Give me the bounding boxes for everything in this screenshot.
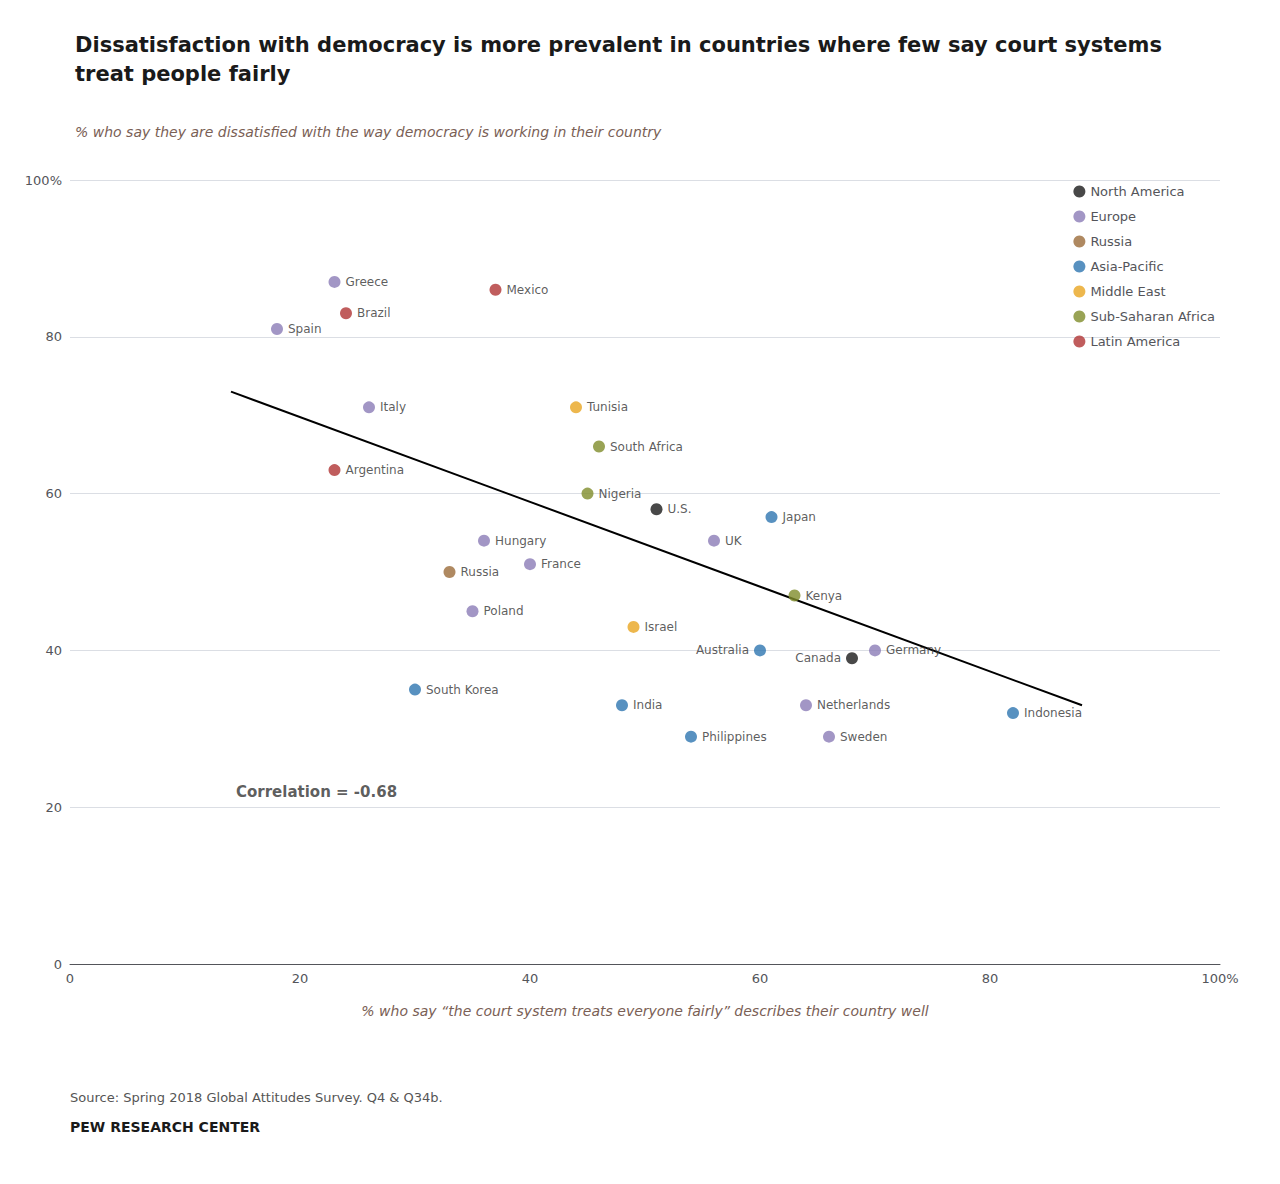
svg-text:Correlation = -0.68: Correlation = -0.68 <box>236 783 397 801</box>
svg-text:40: 40 <box>522 971 539 986</box>
svg-text:60: 60 <box>752 971 769 986</box>
svg-text:100%: 100% <box>1201 971 1238 986</box>
svg-text:Japan: Japan <box>782 510 816 524</box>
svg-text:Netherlands: Netherlands <box>817 698 890 712</box>
svg-text:treat people fairly: treat people fairly <box>75 62 291 86</box>
svg-text:South Africa: South Africa <box>610 440 683 454</box>
svg-text:North America: North America <box>1090 184 1184 199</box>
svg-text:Dissatisfaction with democracy: Dissatisfaction with democracy is more p… <box>75 33 1169 57</box>
svg-text:Argentina: Argentina <box>346 463 405 477</box>
svg-text:Tunisia: Tunisia <box>586 400 628 414</box>
svg-text:India: India <box>633 698 662 712</box>
svg-text:Europe: Europe <box>1090 209 1136 224</box>
svg-text:0: 0 <box>66 971 74 986</box>
svg-text:Germany: Germany <box>886 643 941 657</box>
svg-text:80: 80 <box>982 971 999 986</box>
svg-text:PEW RESEARCH CENTER: PEW RESEARCH CENTER <box>70 1119 260 1135</box>
svg-text:Philippines: Philippines <box>702 730 767 744</box>
svg-text:% who say “the court system tr: % who say “the court system treats every… <box>361 1003 928 1019</box>
svg-text:60: 60 <box>45 486 62 501</box>
svg-text:Brazil: Brazil <box>357 306 391 320</box>
svg-text:UK: UK <box>725 534 743 548</box>
svg-text:South Korea: South Korea <box>426 683 499 697</box>
svg-text:% who say they are dissatisfie: % who say they are dissatisfied with the… <box>75 124 662 140</box>
svg-text:Nigeria: Nigeria <box>599 487 642 501</box>
svg-text:80: 80 <box>45 329 62 344</box>
svg-text:U.S.: U.S. <box>668 502 692 516</box>
svg-text:Sweden: Sweden <box>840 730 887 744</box>
svg-text:Australia: Australia <box>696 643 749 657</box>
svg-text:Source: Spring 2018 Global Att: Source: Spring 2018 Global Attitudes Sur… <box>70 1090 443 1105</box>
svg-text:Canada: Canada <box>795 651 841 665</box>
svg-text:Hungary: Hungary <box>495 534 546 548</box>
svg-text:Israel: Israel <box>645 620 678 634</box>
svg-text:20: 20 <box>292 971 309 986</box>
svg-text:France: France <box>541 557 581 571</box>
svg-text:Asia-Pacific: Asia-Pacific <box>1090 259 1163 274</box>
svg-text:100%: 100% <box>25 173 62 188</box>
svg-text:Spain: Spain <box>288 322 322 336</box>
svg-text:Poland: Poland <box>484 604 524 618</box>
svg-text:Kenya: Kenya <box>806 589 843 603</box>
svg-text:Indonesia: Indonesia <box>1024 706 1082 720</box>
svg-text:0: 0 <box>54 957 62 972</box>
svg-text:Latin America: Latin America <box>1090 334 1180 349</box>
svg-text:Sub-Saharan Africa: Sub-Saharan Africa <box>1090 309 1215 324</box>
svg-text:Russia: Russia <box>1090 234 1132 249</box>
svg-text:40: 40 <box>45 643 62 658</box>
svg-text:Italy: Italy <box>380 400 406 414</box>
svg-text:Greece: Greece <box>346 275 389 289</box>
svg-text:20: 20 <box>45 800 62 815</box>
svg-text:Mexico: Mexico <box>507 283 549 297</box>
svg-text:Middle East: Middle East <box>1090 284 1165 299</box>
svg-text:Russia: Russia <box>461 565 500 579</box>
